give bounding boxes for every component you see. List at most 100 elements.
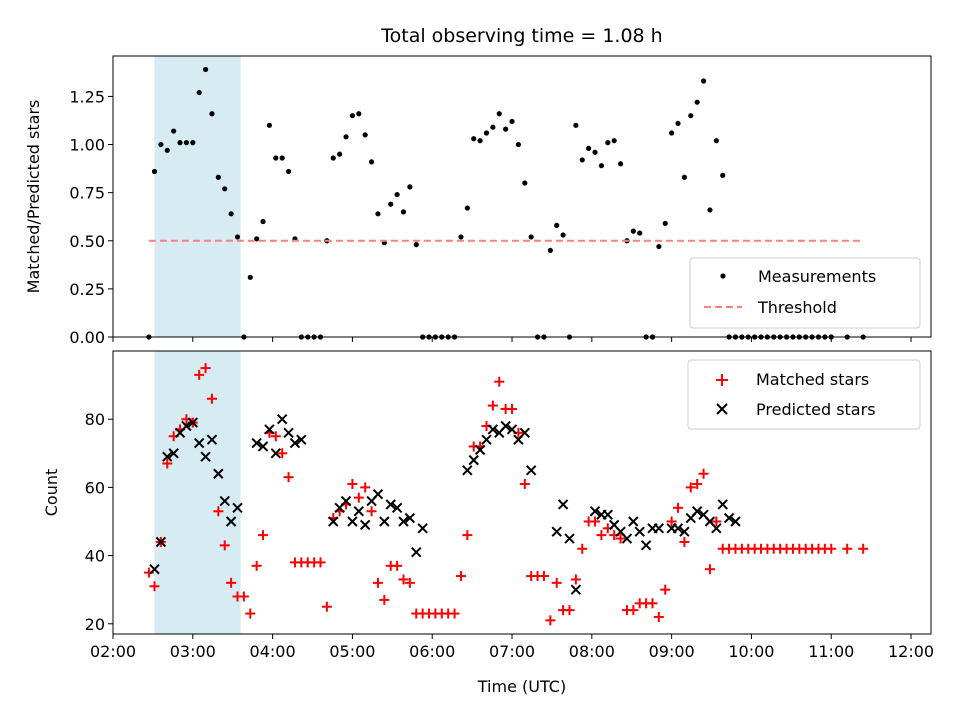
matched-stars-point	[704, 564, 715, 575]
measurement-point	[586, 145, 592, 151]
predicted-stars-point	[730, 516, 741, 527]
y-tick-label: 20	[85, 615, 105, 634]
measurement-point	[273, 155, 279, 161]
measurement-point	[234, 234, 241, 240]
y-tick-label: 40	[85, 547, 105, 566]
measurement-point	[611, 138, 617, 144]
matched-stars-point	[564, 605, 575, 616]
measurement-point	[202, 66, 209, 73]
predicted-stars-point	[672, 523, 684, 534]
measurement-point	[669, 130, 675, 136]
matched-stars-point	[462, 530, 473, 541]
matched-stars-point	[711, 516, 722, 527]
predicted-stars-point	[340, 495, 352, 507]
matched-stars-point	[842, 543, 853, 554]
matched-stars-point	[660, 584, 671, 595]
legend-measurements-label: Measurements	[758, 267, 876, 286]
predicted-stars-point	[551, 526, 562, 537]
matched-stars-point	[487, 400, 498, 411]
measurement-point	[196, 89, 202, 96]
predicted-stars-point	[468, 454, 479, 466]
measurement-point	[458, 234, 464, 240]
predicted-stars-point	[711, 523, 722, 534]
measurement-point	[477, 138, 483, 144]
predicted-stars-point	[500, 420, 511, 432]
measurement-point	[713, 138, 719, 144]
measurement-point	[560, 232, 566, 238]
measurement-point	[617, 161, 624, 167]
predicted-stars-point	[257, 441, 269, 452]
measurement-point	[554, 222, 560, 228]
predicted-stars-point	[206, 434, 218, 445]
predicted-stars-point	[200, 451, 211, 462]
measurement-point	[388, 201, 394, 207]
predicted-stars-point	[168, 448, 179, 459]
matched-stars-point	[494, 376, 505, 387]
matched-stars-point	[315, 557, 326, 568]
matched-stars-point	[372, 577, 383, 588]
measurement-point	[394, 191, 400, 198]
measurement-point	[573, 122, 579, 128]
predicted-stars-point	[634, 526, 645, 537]
predicted-stars-point	[679, 526, 690, 537]
bottom-legend-box	[687, 359, 921, 430]
measurement-point	[407, 184, 413, 190]
predicted-stars-point	[289, 437, 301, 449]
y-tick-label: 1.25	[69, 87, 105, 106]
matched-stars-point	[321, 601, 332, 612]
y-tick-label: 0.75	[69, 184, 105, 203]
matched-stars-point	[347, 478, 358, 489]
predicted-stars-point	[162, 451, 173, 462]
predicted-stars-point	[225, 516, 237, 527]
measurement-point	[279, 155, 285, 161]
measurement-point	[260, 218, 266, 225]
x-tick-label: 10:00	[728, 642, 774, 661]
predicted-stars-point	[589, 506, 601, 517]
matched-stars-point	[245, 608, 256, 619]
predicted-stars-point	[691, 506, 703, 517]
measurement-point	[375, 211, 381, 217]
measurement-point	[694, 99, 700, 105]
measurement-point	[222, 186, 228, 192]
top-y-axis-label: Matched/Predicted stars	[24, 100, 43, 294]
x-tick-label: 12:00	[888, 642, 934, 661]
predicted-stars-point	[628, 516, 639, 527]
predicted-stars-point	[487, 424, 499, 435]
x-tick-label: 03:00	[170, 642, 216, 661]
measurement-point	[496, 111, 502, 117]
matched-stars-point	[258, 530, 269, 541]
matched-stars-point	[653, 611, 664, 622]
measurement-point	[509, 118, 515, 125]
measurement-point	[356, 111, 362, 117]
predicted-stars-point	[506, 424, 518, 435]
bottom-y-axis-label: Count	[42, 469, 61, 517]
matched-stars-point	[392, 560, 403, 571]
measurement-point	[637, 230, 643, 236]
measurement-point	[681, 174, 688, 180]
legend-predicted-label: Predicted stars	[756, 400, 876, 419]
predicted-stars-point	[270, 448, 282, 459]
measurement-point	[215, 174, 221, 180]
matched-stars-point	[596, 530, 607, 541]
measurement-point	[254, 236, 260, 242]
y-tick-label: 0.00	[69, 328, 105, 347]
predicted-stars-point	[474, 444, 486, 456]
legend-threshold-label: Threshold	[757, 298, 837, 317]
matched-stars-point	[149, 581, 160, 592]
matched-stars-point	[226, 577, 237, 588]
matched-stars-point	[277, 448, 288, 459]
measurement-point	[171, 128, 177, 134]
measurement-point	[228, 211, 234, 217]
predicted-stars-point	[296, 434, 307, 445]
predicted-stars-point	[640, 540, 652, 551]
measurement-point	[528, 234, 534, 240]
matched-stars-point	[507, 403, 518, 414]
predicted-stars-point	[328, 516, 339, 527]
x-axis-label: Time (UTC)	[477, 677, 566, 696]
x-tick-label: 08:00	[569, 642, 615, 661]
matched-stars-point	[360, 482, 371, 493]
measurement-point	[605, 140, 611, 146]
y-tick-label: 0.50	[69, 232, 105, 251]
measurement-point	[579, 157, 585, 163]
x-tick-label: 04:00	[250, 642, 296, 661]
